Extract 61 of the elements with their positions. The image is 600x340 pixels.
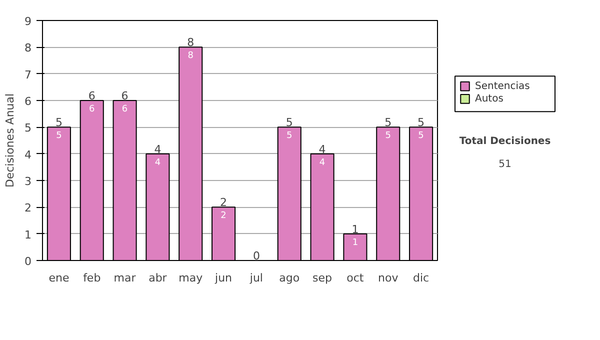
x-tick-label: dic [413, 272, 430, 284]
total-label: 0 [252, 250, 260, 262]
y-tick-label: 6 [24, 95, 32, 108]
total-label: 6 [88, 90, 96, 102]
total-label: 5 [55, 116, 62, 130]
legend-label: Sentencias [475, 80, 530, 92]
y-tick-label: 8 [24, 42, 32, 55]
data-label: 4 [154, 158, 161, 168]
x-tick-label: jul [248, 272, 264, 284]
total-label: 4 [154, 142, 162, 156]
y-axis-title: Decisiones Anual [4, 93, 16, 188]
data-label: 8 [188, 51, 194, 62]
y-tick-label: 2 [24, 202, 32, 215]
bar [178, 46, 203, 260]
bar [376, 126, 400, 260]
x-tick-label: may [178, 272, 204, 284]
data-label: 5 [418, 131, 424, 142]
data-label: 5 [286, 131, 292, 142]
x-tick-label: jun [214, 272, 232, 284]
total-label: 1 [352, 222, 359, 236]
data-label: 1 [352, 238, 358, 248]
bar [46, 126, 71, 260]
x-tick-label: mar [114, 272, 136, 284]
bar [80, 100, 104, 260]
x-tick-label: feb [83, 272, 101, 284]
x-tick-label: sep [312, 272, 332, 284]
total-label: 2 [220, 196, 228, 210]
x-tick-label: abr [148, 272, 168, 284]
data-label: 6 [89, 104, 96, 114]
y-tick-label: 7 [24, 68, 32, 82]
text: 51 [498, 159, 512, 170]
x-tick-label: nov [378, 272, 399, 284]
bar [343, 233, 368, 260]
total-label: 5 [286, 116, 293, 130]
legend-label: Autos [475, 93, 504, 104]
total-label: 5 [418, 116, 425, 130]
data-label: 5 [56, 131, 62, 142]
data-label: 6 [122, 104, 128, 114]
data-label: 4 [319, 158, 326, 168]
bar [112, 100, 137, 260]
total-label: 8 [187, 36, 194, 50]
y-tick-label: 5 [24, 122, 32, 135]
total-label: 4 [318, 142, 326, 156]
x-tick-label: ago [279, 272, 300, 284]
y-tick-label: 1 [24, 228, 32, 242]
data-label: 5 [385, 131, 391, 142]
y-tick-label: 9 [24, 15, 32, 28]
bar [310, 153, 334, 260]
bar [277, 126, 302, 260]
bar [409, 126, 434, 260]
x-tick-label: oct [346, 272, 364, 284]
bar [212, 206, 236, 260]
y-tick-label: 4 [24, 148, 32, 162]
y-tick-label: 3 [24, 175, 32, 188]
data-label: 2 [220, 211, 226, 222]
y-tick-label: 0 [24, 255, 32, 268]
text: Total Decisiones [459, 136, 551, 147]
bar [146, 153, 170, 260]
total-label: 6 [121, 90, 128, 102]
total-label: 5 [384, 116, 392, 130]
x-tick-label: ene [48, 272, 70, 284]
